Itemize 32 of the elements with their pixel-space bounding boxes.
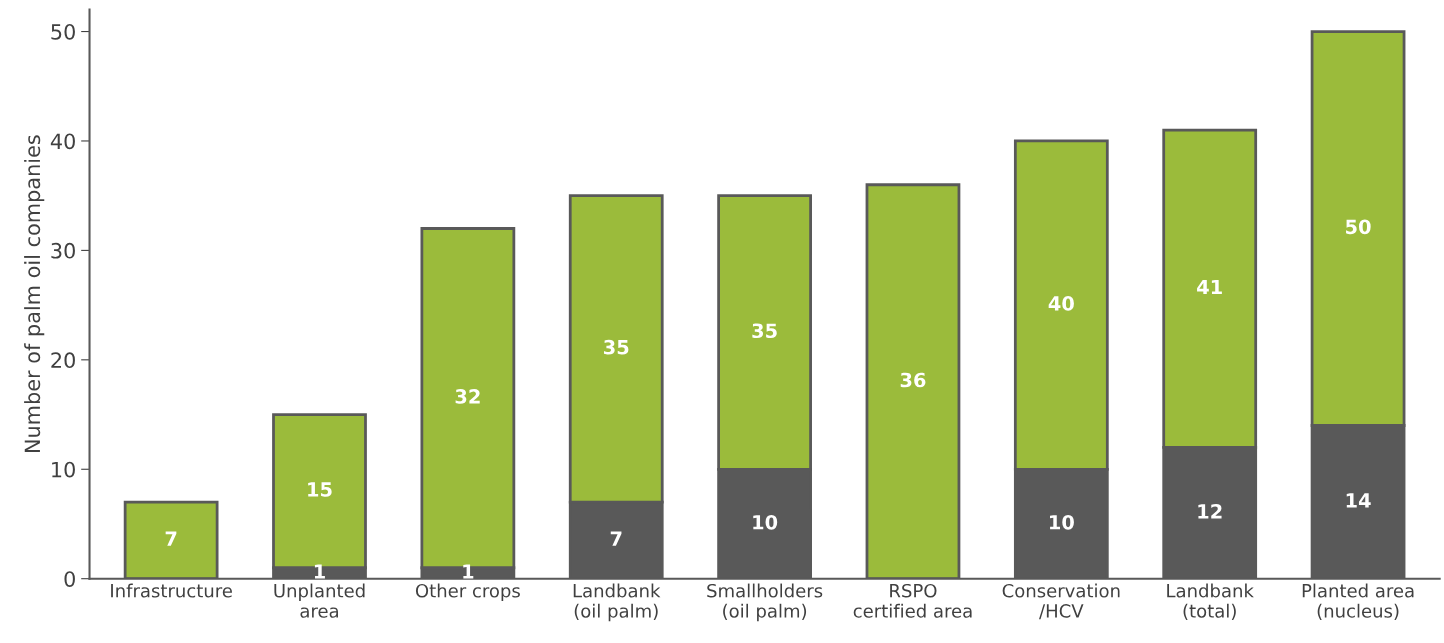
y-tick-label: 20 (51, 352, 75, 369)
data-label: 14 (1346, 493, 1371, 508)
data-label: 7 (610, 531, 622, 546)
data-label: 10 (753, 514, 778, 530)
total-label: 50 (1346, 219, 1371, 235)
y-tick-label: 0 (64, 571, 75, 587)
x-tick-label: Other crops (415, 583, 520, 602)
y-tick-label: 40 (50, 133, 75, 150)
total-label: 41 (1197, 279, 1222, 295)
y-tick-label: 30 (51, 242, 75, 259)
total-label: 35 (752, 323, 777, 339)
total-label: 35 (604, 339, 629, 355)
x-tick-label: Landbank (oil palm) (573, 583, 661, 622)
total-label: 40 (1048, 296, 1074, 311)
total-label: 15 (308, 482, 332, 497)
x-tick-label: Conservation /HCV (1002, 583, 1120, 620)
x-tick-label: Infrastructure (111, 583, 232, 598)
x-tick-label: RSPO certified area (853, 583, 972, 618)
data-label: 12 (1198, 503, 1222, 519)
data-label: 1 (463, 564, 474, 579)
total-label: 7 (165, 531, 177, 546)
total-label: 36 (900, 372, 926, 388)
total-label: 32 (455, 389, 480, 404)
x-tick-label: Smallholders (oil palm) (707, 583, 823, 622)
x-tick-label: Planted area (nucleus) (1302, 583, 1414, 620)
y-axis-title: Number of palm oil companies (24, 135, 45, 453)
x-tick-label: Unplanted area (274, 583, 365, 618)
x-tick-label: Landbank (total) (1167, 583, 1254, 620)
y-tick-label: 10 (52, 461, 75, 478)
data-label: 1 (314, 564, 325, 579)
y-tick-label: 50 (51, 23, 75, 40)
data-label: 10 (1050, 514, 1074, 530)
